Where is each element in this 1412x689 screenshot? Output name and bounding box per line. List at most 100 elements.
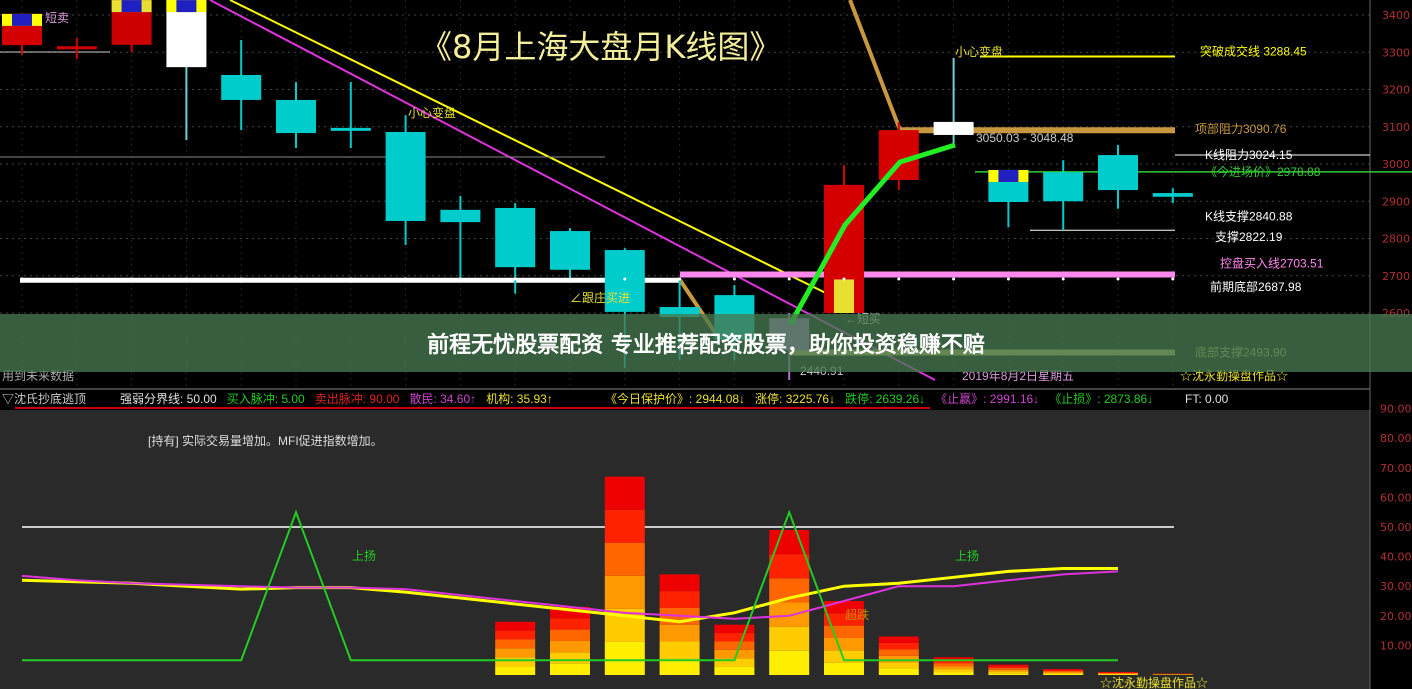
volume-bar-segment: [495, 630, 536, 640]
candle-body: [385, 131, 426, 221]
dot-marker: [404, 277, 408, 281]
value-tick-label: 80.00: [1380, 432, 1412, 445]
trend-line-yellow: [229, 0, 841, 301]
chart-annotation: 小心变盘: [955, 44, 1003, 59]
volume-bar-segment: [495, 639, 536, 649]
chart-title: 《8月上海大盘月K线图》: [420, 28, 782, 66]
volume-bar-segment: [714, 666, 755, 675]
dot-marker: [75, 277, 79, 281]
dot-marker: [239, 277, 243, 281]
volume-bar-segment: [824, 662, 864, 675]
indicator-line: [22, 509, 1118, 662]
volume-bar-segment: [769, 650, 810, 675]
dot-marker: [678, 277, 682, 281]
indicator-value: 《今日保护价》: 2944.08↓: [605, 391, 745, 406]
volume-bar-segment: [1043, 669, 1084, 671]
price-tick-label: 2700: [1382, 270, 1410, 283]
volume-bar-segment: [988, 664, 1029, 667]
dot-marker: [623, 277, 627, 281]
candle-cap-mark: [121, 0, 142, 13]
candle-body: [604, 250, 645, 312]
price-tick-label: 3300: [1382, 46, 1410, 59]
dot-marker: [1006, 277, 1010, 281]
dot-marker: [294, 277, 298, 281]
value-axis: [1370, 390, 1412, 689]
candle-cap-mark: [176, 0, 197, 13]
candle-body: [440, 209, 481, 223]
dot-marker: [349, 277, 353, 281]
candle-cap-mark: [998, 169, 1019, 182]
volume-bar-segment: [1043, 671, 1084, 673]
dot-marker: [184, 277, 188, 281]
volume-bar-segment: [495, 657, 536, 667]
volume-bar-segment: [878, 668, 919, 675]
candle-body: [56, 46, 97, 50]
volume-bar-segment: [659, 574, 700, 592]
dot-marker: [458, 277, 462, 281]
volume-bar-segment: [495, 621, 536, 631]
volume-bar-segment: [933, 660, 974, 664]
volume-bar-segment: [933, 663, 974, 667]
volume-bar-segment: [933, 657, 974, 661]
indicator-line: [21, 570, 1119, 620]
volume-bar-segment: [1043, 674, 1084, 675]
indicator-value: 散民: 34.60↑: [409, 391, 476, 406]
candle-body: [1152, 193, 1193, 197]
candle-body: [1098, 155, 1138, 191]
indicator-line: [21, 566, 1118, 624]
volume-bar-segment: [824, 625, 864, 638]
chart-annotation: 小心变盘: [408, 105, 456, 120]
dot-marker: [1061, 277, 1065, 281]
candle-body: [276, 99, 316, 134]
volume-bar-segment: [769, 602, 810, 627]
volume-bar-segment: [824, 638, 864, 651]
chart-annotation: 2019年8月2日星期五: [962, 369, 1074, 383]
trend-line-orange: [848, 0, 902, 131]
level-label: 《今进场价》2978.88: [1205, 164, 1321, 179]
volume-bar-segment: [550, 663, 590, 675]
candle-body: [221, 74, 262, 100]
volume-bar-segment: [714, 624, 755, 634]
chart-annotation: 短卖: [45, 11, 69, 25]
chart-annotation: ∠跟庄买进: [570, 290, 630, 305]
price-tick-label: 2900: [1382, 195, 1410, 208]
volume-bar-segment: [604, 509, 645, 543]
volume-bar-segment: [604, 476, 645, 510]
volume-bar-segment: [604, 608, 645, 642]
volume-bar-segment: [659, 624, 700, 642]
volume-bar-segment: [769, 529, 810, 555]
volume-bar-segment: [659, 658, 700, 675]
volume-bar-segment: [988, 671, 1029, 674]
volume-bar-segment: [933, 672, 974, 675]
level-label: 支撑2822.19: [1215, 229, 1283, 244]
indicator-annotation: 上扬: [955, 548, 979, 563]
dot-marker: [1171, 277, 1175, 281]
indicator-annotation: 上扬: [352, 548, 376, 563]
dot-marker: [732, 277, 736, 281]
value-tick-label: 60.00: [1380, 491, 1412, 504]
price-tick-label: 2800: [1382, 233, 1410, 246]
volume-bar-segment: [550, 606, 590, 619]
candle-cap-mark: [12, 13, 32, 26]
volume-bar-segment: [1043, 670, 1084, 672]
indicator-panel: [0, 410, 1370, 689]
indicator-value: 《止赢》: 2991.16↓: [935, 391, 1039, 406]
candle-body: [659, 307, 700, 318]
ad-banner[interactable]: 前程无忧股票配资 专业推荐配资股票，助你投资稳赚不赔: [0, 314, 1412, 372]
dot-marker: [787, 277, 791, 281]
value-tick-label: 30.00: [1380, 580, 1412, 593]
indicator-header: ▽沈氏抄底逃顶 强弱分界线: 50.00 买入脉冲: 5.00 卖出脉冲: 90.0…: [0, 388, 1370, 409]
dot-marker: [952, 277, 956, 281]
volume-bar-segment: [550, 652, 590, 664]
volume-bar-segment: [824, 601, 864, 614]
volume-bar-segment: [604, 575, 645, 609]
indicator-values: 强弱分界线: 50.00 买入脉冲: 5.00 卖出脉冲: 90.00 散民: 34.…: [120, 391, 1229, 406]
volume-bar-segment: [495, 666, 536, 675]
volume-bar-segment: [550, 640, 590, 653]
candle-body: [1043, 172, 1084, 202]
volume-bar-segment: [604, 641, 645, 675]
indicator-name[interactable]: ▽沈氏抄底逃顶: [2, 391, 86, 406]
volume-bar-segment: [878, 649, 919, 656]
volume-bar-segment: [659, 607, 700, 625]
indicator-value: FT: 0.00: [1185, 392, 1229, 406]
